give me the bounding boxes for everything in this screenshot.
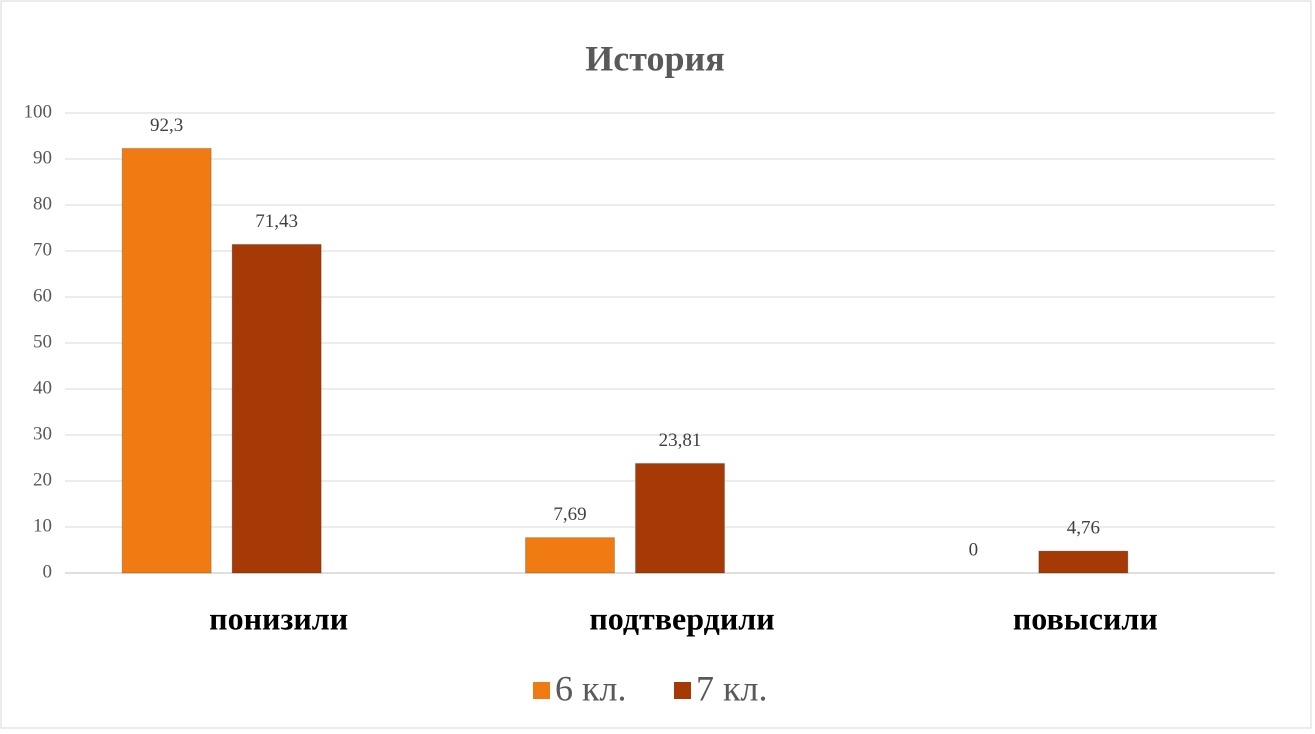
x-tick-label: повысили [1013,600,1158,636]
x-tick-label: подтвердили [589,600,774,636]
bar [635,462,725,574]
data-label: 7,69 [553,504,586,525]
legend-swatch [674,682,691,699]
legend-label: 6 кл. [555,668,626,708]
y-tick-label: 0 [43,561,53,582]
y-tick-label: 70 [33,239,52,260]
data-label: 0 [969,539,979,560]
data-label: 71,43 [255,211,298,232]
y-tick-label: 50 [33,331,52,352]
x-tick-label: понизили [209,600,348,636]
y-tick-label: 30 [33,423,52,444]
y-tick-label: 10 [33,515,52,536]
y-tick-label: 100 [24,101,53,122]
legend-swatch [533,682,550,699]
bar [1038,550,1129,574]
y-tick-label: 80 [33,193,52,214]
data-label: 92,3 [150,115,183,136]
bar [525,537,615,574]
bar [231,243,322,574]
y-tick-label: 20 [33,469,52,490]
y-tick-label: 90 [33,147,52,168]
data-label: 4,76 [1067,517,1100,538]
legend-label: 7 кл. [696,668,767,708]
y-tick-label: 40 [33,377,52,398]
bar [121,147,212,574]
y-tick-label: 60 [33,285,52,306]
chart-title: История [585,38,724,78]
data-label: 23,81 [659,430,702,451]
